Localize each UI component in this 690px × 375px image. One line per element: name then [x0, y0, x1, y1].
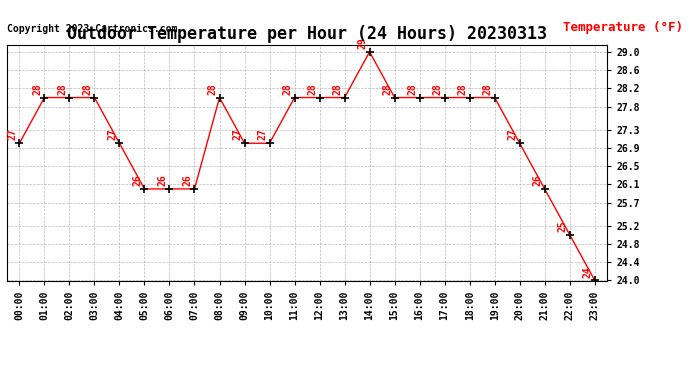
Title: Outdoor Temperature per Hour (24 Hours) 20230313: Outdoor Temperature per Hour (24 Hours) …	[67, 26, 547, 44]
Text: 27: 27	[233, 129, 243, 141]
Text: 28: 28	[408, 83, 417, 95]
Text: 27: 27	[508, 129, 518, 141]
Text: 28: 28	[483, 83, 493, 95]
Text: 28: 28	[457, 83, 468, 95]
Text: 28: 28	[333, 83, 343, 95]
Text: 26: 26	[533, 174, 543, 186]
Text: 26: 26	[157, 174, 168, 186]
Text: 26: 26	[132, 174, 143, 186]
Text: 28: 28	[83, 83, 92, 95]
Text: 27: 27	[8, 129, 17, 141]
Text: 24: 24	[583, 266, 593, 278]
Text: 28: 28	[308, 83, 317, 95]
Text: Copyright 2023 Cartronics.com: Copyright 2023 Cartronics.com	[7, 24, 177, 34]
Text: Temperature (°F): Temperature (°F)	[563, 21, 683, 34]
Text: 27: 27	[108, 129, 117, 141]
Text: 25: 25	[558, 220, 568, 232]
Text: 28: 28	[433, 83, 443, 95]
Text: 28: 28	[208, 83, 217, 95]
Text: 28: 28	[57, 83, 68, 95]
Text: 26: 26	[183, 174, 193, 186]
Text: 29: 29	[357, 38, 368, 49]
Text: 28: 28	[383, 83, 393, 95]
Text: 28: 28	[283, 83, 293, 95]
Text: 27: 27	[257, 129, 268, 141]
Text: 28: 28	[32, 83, 43, 95]
